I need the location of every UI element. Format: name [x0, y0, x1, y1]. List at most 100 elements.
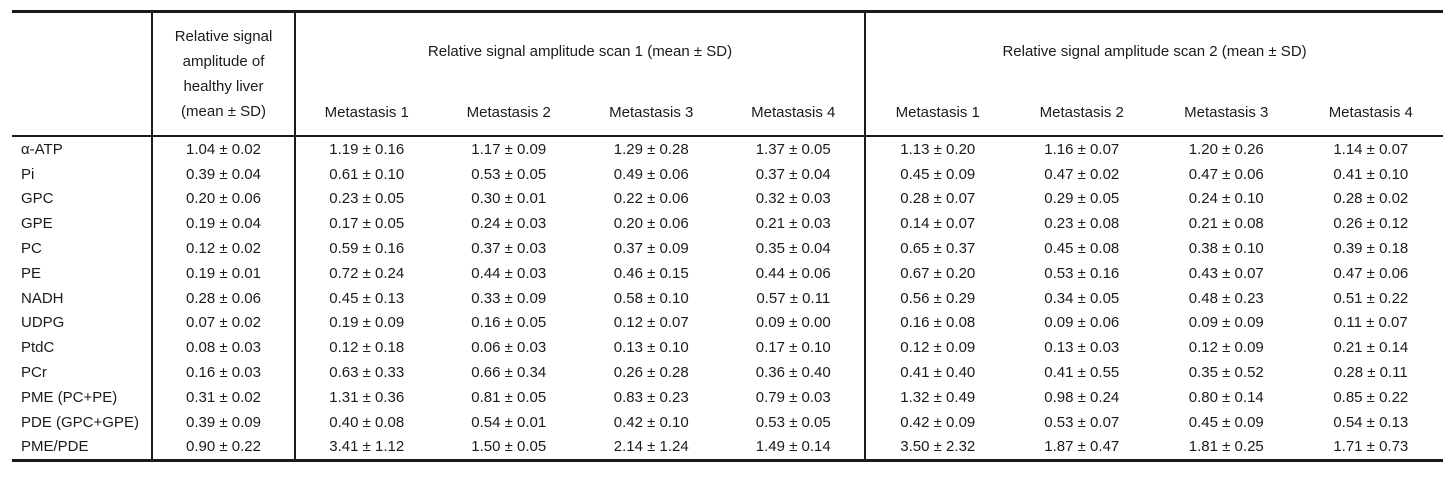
scan1-value: 0.24 ± 0.03	[471, 215, 547, 233]
scan2-value: 0.09 ± 0.06	[1044, 314, 1120, 332]
scan1-value: 0.35 ± 0.04	[722, 236, 867, 261]
scan1-value: 0.66 ± 0.34	[471, 364, 547, 382]
scan2-value: 1.13 ± 0.20	[900, 140, 976, 158]
row-label: PE	[12, 260, 153, 286]
scan2-value: 1.16 ± 0.07	[1044, 140, 1120, 158]
healthy-liver-value: 0.31 ± 0.02	[152, 384, 296, 410]
scan1-value: 1.49 ± 0.14	[722, 434, 867, 461]
scan1-value: 0.12 ± 0.07	[613, 314, 689, 332]
scan1-value: 0.81 ± 0.05	[471, 388, 547, 406]
table-row: NADH 0.28 ± 0.06 0.45 ± 0.13 0.33 ± 0.09 0.5…	[12, 285, 1443, 311]
row-label: PtdC	[12, 335, 153, 361]
scan1-value: 0.49 ± 0.06	[613, 165, 689, 183]
scan2-value: 0.43 ± 0.07	[1188, 264, 1264, 282]
scan1-value: 0.26 ± 0.28	[613, 364, 689, 382]
healthy-liver-value: 0.08 ± 0.03	[152, 335, 296, 361]
healthy-liver-value: 0.20 ± 0.06	[152, 186, 296, 212]
healthy-header-line: (mean ± SD)	[181, 103, 266, 120]
healthy-header-line: healthy liver	[183, 78, 264, 95]
scan1-value: 0.53 ± 0.05	[471, 165, 547, 183]
scan2-value: 0.42 ± 0.09	[900, 413, 976, 431]
scan2-value: 0.24 ± 0.10	[1188, 190, 1264, 208]
scan1-value: 0.37 ± 0.04	[722, 161, 867, 187]
scan1-value: 0.57 ± 0.11	[722, 285, 867, 311]
scan1-value: 0.32 ± 0.03	[722, 186, 867, 212]
scan2-value: 0.51 ± 0.22	[1333, 289, 1409, 307]
scan2-value: 0.26 ± 0.12	[1333, 215, 1409, 233]
row-label: PME/PDE	[12, 434, 153, 461]
scan2-value: 1.81 ± 0.25	[1188, 438, 1264, 456]
healthy-liver-value: 0.90 ± 0.22	[152, 434, 296, 461]
healthy-header-line: amplitude of	[182, 53, 265, 70]
scan1-value: 0.19 ± 0.09	[329, 314, 405, 332]
scan1-value: 2.14 ± 1.24	[613, 438, 689, 456]
scan1-value: 1.50 ± 0.05	[471, 438, 547, 456]
row-label: UDPG	[12, 310, 153, 336]
scan2-value: 0.53 ± 0.07	[1044, 413, 1120, 431]
healthy-liver-value: 0.16 ± 0.03	[152, 360, 296, 385]
scan1-value: 0.33 ± 0.09	[471, 289, 547, 307]
scan1-value: 0.79 ± 0.03	[722, 384, 867, 410]
scan2-value: 1.14 ± 0.07	[1333, 140, 1409, 158]
scan2-value: 0.41 ± 0.55	[1044, 364, 1120, 382]
scan1-value: 0.06 ± 0.03	[471, 339, 547, 357]
scan2-value: 0.09 ± 0.09	[1188, 314, 1264, 332]
scan2-value: 0.39 ± 0.18	[1333, 240, 1409, 258]
scan2-metastasis-header: Metastasis 1	[895, 103, 980, 121]
healthy-liver-value: 0.07 ± 0.02	[152, 310, 296, 336]
scan1-metastasis-header: Metastasis 4	[722, 89, 867, 136]
scan2-value: 0.47 ± 0.02	[1044, 165, 1120, 183]
row-label: NADH	[12, 285, 153, 311]
scan2-value: 0.13 ± 0.03	[1044, 339, 1120, 357]
table-row: GPC 0.20 ± 0.06 0.23 ± 0.05 0.30 ± 0.01 0.22…	[12, 186, 1443, 212]
scan1-value: 0.17 ± 0.10	[722, 335, 867, 361]
scan1-value: 0.58 ± 0.10	[613, 289, 689, 307]
row-label: α-ATP	[12, 136, 153, 162]
scan1-value: 0.37 ± 0.09	[613, 240, 689, 258]
scan1-value: 0.59 ± 0.16	[329, 240, 405, 258]
scan1-metastasis-header: Metastasis 2	[466, 103, 551, 121]
table-header: Relative signal amplitude of healthy liv…	[12, 11, 1444, 136]
scan2-value: 0.12 ± 0.09	[900, 339, 976, 357]
scan2-value: 0.16 ± 0.08	[900, 314, 976, 332]
table-row: PtdC 0.08 ± 0.03 0.12 ± 0.18 0.06 ± 0.03 0.1…	[12, 335, 1443, 361]
scan1-value: 0.23 ± 0.05	[329, 190, 405, 208]
scan2-group-header: Relative signal amplitude scan 2 (mean ±…	[1002, 42, 1307, 60]
scan1-value: 3.41 ± 1.12	[329, 438, 405, 456]
scan2-value: 0.23 ± 0.08	[1044, 215, 1120, 233]
scan1-value: 0.72 ± 0.24	[329, 264, 405, 282]
scan1-value: 0.30 ± 0.01	[471, 190, 547, 208]
scan1-value: 0.13 ± 0.10	[613, 339, 689, 357]
scan2-value: 1.87 ± 0.47	[1044, 438, 1120, 456]
metabolite-signal-table: Relative signal amplitude of healthy liv…	[12, 10, 1444, 463]
scan2-value: 0.67 ± 0.20	[900, 264, 976, 282]
scan1-value: 0.63 ± 0.33	[329, 364, 405, 382]
scan1-value: 0.54 ± 0.01	[471, 413, 547, 431]
scan1-value: 0.09 ± 0.00	[722, 310, 867, 336]
scan1-value: 0.44 ± 0.03	[471, 264, 547, 282]
scan2-value: 0.38 ± 0.10	[1188, 240, 1264, 258]
healthy-liver-value: 0.39 ± 0.04	[152, 161, 296, 187]
scan2-value: 0.11 ± 0.07	[1333, 314, 1408, 332]
table-row: PME/PDE 0.90 ± 0.22 3.41 ± 1.12 1.50 ± 0.05…	[12, 434, 1443, 461]
scan2-value: 0.53 ± 0.16	[1044, 264, 1120, 282]
scan2-value: 0.47 ± 0.06	[1188, 165, 1264, 183]
healthy-liver-value: 0.19 ± 0.04	[152, 211, 296, 237]
table-row: UDPG 0.07 ± 0.02 0.19 ± 0.09 0.16 ± 0.05 0.1…	[12, 310, 1443, 336]
scan1-value: 1.29 ± 0.28	[613, 140, 689, 158]
healthy-liver-value: 0.28 ± 0.06	[152, 285, 296, 311]
table-row: PDE (GPC+GPE) 0.39 ± 0.09 0.40 ± 0.08 0.54 …	[12, 409, 1443, 435]
scan2-value: 0.28 ± 0.11	[1333, 364, 1408, 382]
scan2-value: 0.29 ± 0.05	[1044, 190, 1120, 208]
scan2-value: 0.35 ± 0.52	[1188, 364, 1264, 382]
scan2-value: 0.85 ± 0.22	[1333, 388, 1409, 406]
row-label: PDE (GPC+GPE)	[12, 409, 153, 435]
scan1-value: 1.17 ± 0.09	[471, 140, 547, 158]
scan2-value: 0.45 ± 0.09	[900, 165, 976, 183]
row-label: Pi	[12, 161, 153, 187]
table-body: α-ATP 1.04 ± 0.02 1.19 ± 0.16 1.17 ± 0.09 1.…	[12, 136, 1443, 461]
table-row: PCr 0.16 ± 0.03 0.63 ± 0.33 0.66 ± 0.34 0.26…	[12, 360, 1443, 385]
scan1-value: 1.37 ± 0.05	[722, 136, 867, 162]
scan2-value: 0.65 ± 0.37	[900, 240, 976, 258]
healthy-liver-header: Relative signal amplitude of healthy liv…	[152, 11, 296, 136]
